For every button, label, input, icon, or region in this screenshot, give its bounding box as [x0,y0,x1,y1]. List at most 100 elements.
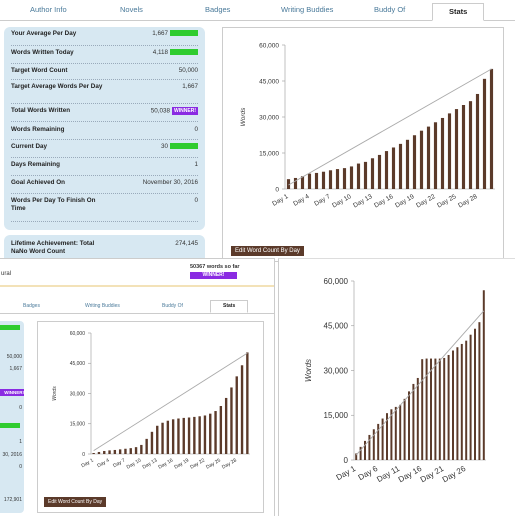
bar-day-5 [314,172,319,189]
x-tick-label: Day 4 [96,457,111,469]
y-tick-label: 60,000 [70,331,86,337]
y-tick-label: 60,000 [324,277,349,286]
stat-value: 1 [194,161,198,169]
stat-row: Days Remaining 1 [11,161,198,176]
bar-day-5 [113,449,117,454]
bar-day-2 [97,451,101,454]
stat-value: 30 [161,143,198,151]
novel-header: ural 50367 words so far WINNER! [0,259,274,287]
stat-value-text: 0 [194,197,198,204]
stat-row: Total Words Written 50,038 WINNER! [11,107,198,122]
tab-buddy-of[interactable]: Buddy Of [162,303,183,309]
x-tick-label: Day 10 [126,457,143,470]
word-count-chart-box: 0 15,000 30,000 45,000 60,000 Words Day 1 Day 4… [37,321,264,513]
progress-bar [170,143,198,150]
stat-value-text: 50,038 [150,107,171,115]
bar-day-4 [108,450,111,454]
tab-writing-buddies[interactable]: Writing Buddies [85,303,120,309]
bar-day-8 [386,413,388,460]
y-tick-label: 30,000 [324,366,349,375]
bar-day-12 [363,161,368,189]
stat-value: 50,000 [6,354,22,360]
edit-word-count-button[interactable]: Edit Word Count By Day [231,246,304,256]
stat-row: Words Written Today 4,118 [11,49,198,64]
bar-day-10 [394,406,397,460]
bar-day-28 [475,93,480,189]
profile-tabs-2: Badges Writing Buddies Buddy Of Stats [0,299,274,314]
bar-day-8 [129,448,132,454]
x-tick-label: Day 19 [173,457,190,470]
stat-row: Words Remaining 0 [11,126,198,140]
x-tick-label: Day 28 [457,193,479,210]
y-tick-label: 45,000 [70,361,86,367]
bar-day-11 [356,163,361,189]
x-tick-label: Day 16 [373,193,395,210]
bar-day-28 [474,328,476,460]
bar-day-13 [156,425,159,454]
bar-day-9 [342,168,347,189]
bar-day-10 [140,444,143,454]
stats-table-clipped: 50,000 1,667 WINNER! 0 1 30, 2016 0 172,… [0,321,24,513]
tab-stats[interactable]: Stats [432,3,485,21]
stat-value: 50,000 [179,67,198,75]
bar-day-13 [408,391,410,460]
x-tick-label: Day 28 [221,457,238,470]
winner-badge: WINNER! [0,389,24,396]
tab-stats[interactable]: Stats [210,300,249,313]
bar-day-1 [286,179,291,189]
bar-day-13 [370,158,375,189]
bar-day-6 [118,449,122,454]
tab-badges[interactable]: Badges [205,5,231,14]
bar-day-30 [482,290,485,460]
x-tick-label: Day 21 [419,464,446,485]
x-tick-label: Day 1 [335,464,358,483]
bar-day-3 [364,440,366,460]
progress-bar [170,49,198,56]
bar-day-18 [405,139,410,189]
bar-day-17 [425,358,428,460]
stat-value-text: November 30, 2016 [142,179,198,186]
word-count-chart: 0 15,000 30,000 45,000 60,000 Words Day 1 Day 4… [52,331,250,471]
word-count-chart-box: 0 15,000 30,000 45,000 60,000 Words Day 1 Day 4… [222,27,504,262]
y-tick-label: 45,000 [259,78,279,85]
y-tick-label: 15,000 [324,411,349,420]
edit-word-count-button[interactable]: Edit Word Count By Day [44,497,107,507]
x-tick-label: Day 7 [112,457,127,469]
stat-value: 0 [194,126,198,134]
x-tick-label: Day 16 [157,457,174,470]
stat-value-text: 1 [194,161,198,168]
words-so-far: 50367 words so far [190,264,240,270]
stats-panel-main: Author Info Novels Badges Writing Buddie… [0,3,515,262]
bar-day-15 [416,377,419,460]
tab-buddy-of[interactable]: Buddy Of [374,5,406,14]
tab-badges[interactable]: Badges [23,303,40,309]
y-tick-label: 15,000 [70,422,86,428]
y-tick-label: 15,000 [259,150,279,157]
bar-day-20 [193,416,196,454]
stat-row: Words Per Day To Finish On Time 0 [11,197,198,222]
genre-text: ural [1,271,12,277]
x-tick-label: Day 1 [80,457,95,469]
tab-writing-buddies[interactable]: Writing Buddies [281,5,334,14]
tab-author-info[interactable]: Author Info [30,5,67,14]
stat-value-text: 30 [160,143,168,150]
stat-value: 0 [19,464,22,470]
bar-day-2 [359,446,362,460]
goal-line [93,352,248,452]
bar-day-7 [328,170,333,189]
bar-day-19 [434,358,437,460]
bar-day-20 [419,130,424,189]
lifetime-value: 274,145 [175,240,198,247]
goal-line [288,68,492,186]
tab-novels[interactable]: Novels [120,5,143,14]
bar-day-26 [224,397,228,454]
bar-day-12 [150,431,154,454]
stat-label: Target Average Words Per Day [11,83,103,90]
bar-day-23 [209,413,212,454]
bar-day-27 [469,334,472,460]
stat-label: Words Remaining [11,126,65,133]
bar-day-2 [293,177,298,189]
stat-value-text: 50,000 [178,67,198,74]
bar-day-24 [447,113,452,189]
bar-day-21 [443,357,446,460]
